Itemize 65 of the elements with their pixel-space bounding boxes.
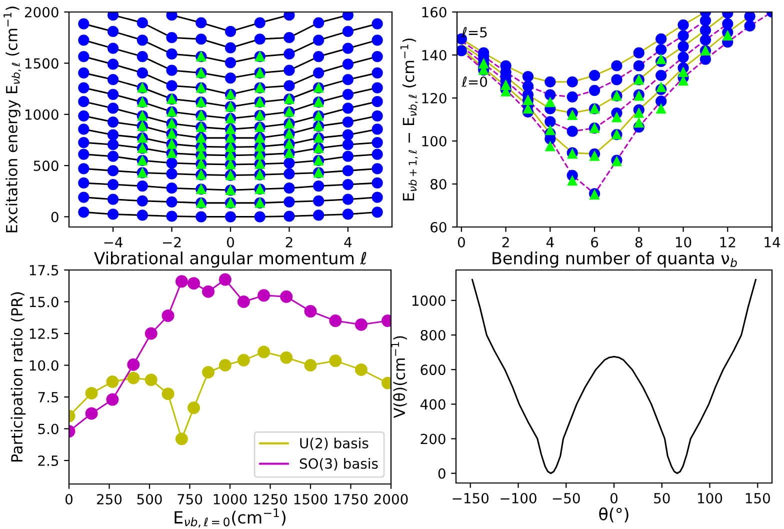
x-tick-label: 4 [344, 237, 352, 248]
x-tick-label: −50 [552, 492, 580, 504]
y-axis-title: Excitation energy E$_{νb,ℓ}$ (cm$^{−1}$) [4, 6, 21, 232]
x-tick-label: −4 [104, 237, 123, 248]
y-tick-label: 1000 [25, 109, 58, 120]
x-tick-label: 12 [720, 236, 736, 248]
x-axis-title: Vibrational angular momentum ℓ [94, 252, 366, 268]
x-tick-label: 2 [286, 236, 292, 248]
y-tick-label: 12.5 [30, 328, 58, 339]
x-tick-label: 0 [458, 236, 465, 248]
y-tick-label: 7.5 [38, 392, 58, 402]
x-tick-label: 1250 [254, 494, 287, 504]
x-tick-label: 2000 [374, 494, 408, 504]
y-tick-label: 60 [430, 222, 446, 232]
x-tick-label: 14 [764, 237, 780, 248]
x-tick-label: −100 [500, 492, 536, 504]
y-tick-label: 120 [422, 92, 446, 104]
x-tick-label: −2 [163, 236, 181, 248]
y-tick-label: 1500 [25, 58, 58, 69]
y-tick-label: 800 [420, 330, 446, 340]
y-tick-label: 100 [422, 136, 446, 146]
y-tick-label: 80 [430, 178, 446, 190]
y-tick-label: 500 [34, 160, 58, 172]
x-tick-label: 8 [635, 236, 642, 248]
x-tick-label: 150 [746, 492, 770, 504]
x-tick-label: 1750 [334, 494, 368, 504]
x-tick-label: 0 [226, 236, 234, 248]
x-tick-label: 1000 [214, 494, 247, 504]
x-tick-label: 0 [65, 494, 72, 504]
x-tick-label: 0 [610, 492, 618, 504]
annotation: ℓ=5 [462, 27, 487, 38]
x-tick-label: 1500 [294, 494, 328, 504]
x-tick-label: 750 [178, 494, 202, 504]
legend-label: U(2) basis [300, 438, 368, 450]
y-axis-title: E$_{νb+1,ℓ}$ − E$_{νb,ℓ}$ (cm$^{−1}$) [400, 38, 418, 200]
y-tick-label: 2.5 [38, 455, 58, 466]
x-axis-title: Bending number of quanta ν$_{b}$ [492, 252, 737, 268]
x-axis-title: E$_{νb,ℓ=0}$(cm$^{−1}$) [174, 508, 286, 528]
x-tick-label: 500 [137, 494, 162, 504]
x-tick-label: 50 [654, 492, 670, 504]
y-axis-title: V(θ)(cm$^{−1}$) [391, 336, 407, 418]
x-tick-label: 6 [591, 236, 598, 248]
y-tick-label: 17.5 [30, 265, 58, 276]
y-tick-label: 600 [420, 364, 446, 376]
y-tick-label: 400 [420, 399, 446, 410]
x-tick-label: 4 [546, 237, 554, 248]
y-tick-label: 2000 [24, 6, 58, 18]
y-tick-label: 1000 [412, 295, 446, 306]
legend-label: SO(3) basis [300, 458, 378, 470]
annotation: ℓ=0 [462, 76, 488, 87]
x-tick-label: 10 [676, 236, 692, 248]
y-tick-label: 200 [420, 434, 446, 444]
y-axis-title: Participation ratio (PR) [10, 292, 26, 462]
x-tick-label: 2 [502, 236, 509, 248]
y-tick-label: 160 [422, 6, 446, 18]
x-axis-title: θ(°) [599, 507, 628, 522]
y-tick-label: 5.0 [38, 424, 58, 434]
x-tick-label: −150 [452, 492, 489, 504]
y-tick-label: 10.0 [30, 360, 58, 371]
y-tick-label: 140 [422, 50, 446, 60]
x-tick-label: 250 [97, 494, 122, 504]
y-tick-label: 15.0 [30, 296, 58, 308]
x-tick-label: 100 [698, 492, 722, 504]
y-tick-label: 0 [51, 212, 58, 222]
y-tick-label: 0 [438, 468, 446, 479]
